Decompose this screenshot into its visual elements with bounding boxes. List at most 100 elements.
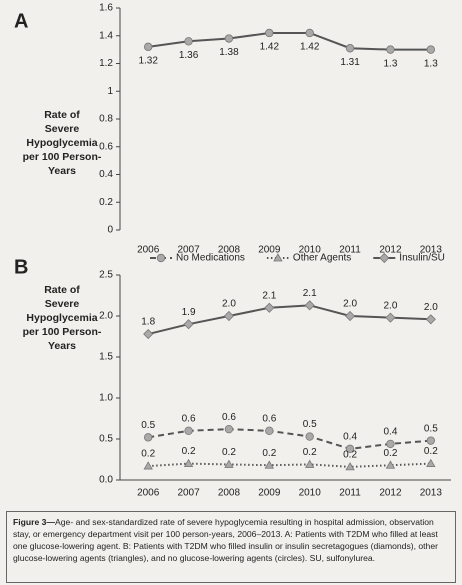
marker — [156, 253, 166, 263]
y-axis-label: Hypoglycemia — [26, 312, 97, 324]
x-tick-label: 2008 — [218, 245, 241, 256]
data-label: 0.6 — [182, 413, 196, 424]
y-axis-label: per 100 Person- — [23, 326, 102, 338]
y-tick-label: 1.0 — [99, 393, 113, 404]
marker — [224, 424, 234, 434]
marker — [224, 459, 234, 468]
y-tick-label: 0.0 — [99, 475, 113, 486]
caption: Figure 3—Age- and sex-standardized rate … — [6, 511, 456, 583]
marker — [184, 426, 193, 435]
y-tick-label: 0 — [107, 225, 113, 236]
y-tick-label: 1.2 — [99, 58, 113, 69]
data-label: 0.6 — [262, 413, 276, 424]
y-tick-label: 0.4 — [99, 169, 113, 180]
marker — [273, 253, 283, 262]
y-axis-label: Severe — [45, 298, 80, 310]
data-label: 0.2 — [222, 447, 236, 458]
y-tick-label: 1 — [107, 86, 113, 97]
marker — [224, 34, 234, 43]
y-axis-label: Rate of — [44, 109, 80, 121]
y-tick-label: 1.6 — [99, 3, 113, 14]
marker — [345, 444, 355, 454]
data-label: 0.2 — [182, 446, 196, 457]
x-tick-label: 2010 — [299, 245, 322, 256]
panel-label: B — [14, 256, 28, 278]
marker — [264, 460, 275, 469]
data-label: 2.0 — [383, 300, 397, 311]
marker — [143, 433, 153, 442]
data-label: 1.9 — [182, 307, 196, 318]
marker — [344, 310, 356, 322]
x-tick-label: 2011 — [339, 245, 361, 256]
legend-label: Insulin/SU — [399, 253, 445, 264]
data-label: 1.42 — [300, 42, 320, 53]
charts: A Rate of Severe Hypoglycemia per 100 Person… — [14, 3, 451, 499]
x-tick-label: 2009 — [258, 245, 281, 256]
x-tick-label: 2010 — [299, 488, 322, 499]
y-tick-label: 1.4 — [99, 30, 113, 41]
data-label: 1.38 — [219, 47, 239, 58]
y-tick-label: 0.5 — [99, 434, 113, 445]
marker — [264, 302, 275, 313]
y-axis-label: per 100 Person- — [23, 151, 102, 163]
data-label: 0.5 — [303, 419, 317, 430]
data-label: 2.1 — [262, 290, 276, 301]
marker — [385, 312, 396, 323]
marker — [425, 314, 436, 325]
marker — [304, 300, 315, 311]
caption-text: Age- and sex-standardized rate of severe… — [13, 517, 438, 563]
series-line — [148, 31, 431, 51]
marker — [184, 37, 193, 46]
x-tick-label: 2008 — [218, 488, 241, 499]
x-tick-label: 2013 — [420, 488, 443, 499]
data-label: 2.0 — [424, 302, 438, 313]
data-label: 1.3 — [424, 58, 438, 69]
x-tick-label: 2007 — [177, 245, 200, 256]
data-label: 1.32 — [138, 55, 158, 66]
legend-label: No Medications — [176, 253, 245, 264]
marker — [305, 432, 314, 441]
marker — [379, 252, 390, 264]
marker — [265, 28, 274, 38]
x-tick-label: 2006 — [137, 245, 160, 256]
data-label: 1.31 — [340, 57, 360, 68]
series-line — [148, 428, 431, 450]
y-tick-label: 0.8 — [99, 114, 113, 125]
x-tick-label: 2013 — [420, 245, 443, 256]
y-axis-label: Severe — [45, 123, 80, 135]
data-label: 0.5 — [141, 420, 155, 431]
data-label: 0.4 — [383, 427, 397, 438]
y-tick-label: 0.2 — [99, 197, 113, 208]
data-label: 1.8 — [141, 317, 155, 328]
x-tick-label: 2012 — [379, 488, 402, 499]
data-label: 2.0 — [343, 299, 357, 310]
legend-label: Other Agents — [293, 253, 351, 264]
data-label: 1.3 — [383, 58, 397, 69]
x-tick-label: 2007 — [177, 488, 200, 499]
marker — [345, 44, 355, 53]
x-tick-label: 2006 — [137, 488, 160, 499]
data-label: 0.6 — [222, 412, 236, 423]
data-label: 0.4 — [343, 431, 357, 442]
y-tick-label: 2.5 — [99, 270, 113, 281]
data-label: 1.36 — [179, 50, 199, 61]
marker — [183, 458, 194, 468]
marker — [386, 45, 395, 54]
y-axis-label: Hypoglycemia — [26, 137, 97, 149]
marker — [265, 426, 274, 435]
series-line — [147, 304, 431, 336]
y-axis-label: Years — [48, 165, 76, 177]
panel-label: A — [14, 10, 28, 32]
marker — [385, 460, 396, 469]
marker — [426, 436, 436, 445]
data-label: 0.2 — [343, 450, 357, 461]
data-label: 0.2 — [141, 449, 155, 460]
marker — [345, 462, 355, 471]
data-label: 0.5 — [424, 423, 438, 434]
series-line — [148, 462, 431, 468]
marker — [143, 42, 153, 52]
marker — [223, 310, 235, 322]
marker — [386, 439, 395, 449]
marker — [183, 319, 194, 330]
